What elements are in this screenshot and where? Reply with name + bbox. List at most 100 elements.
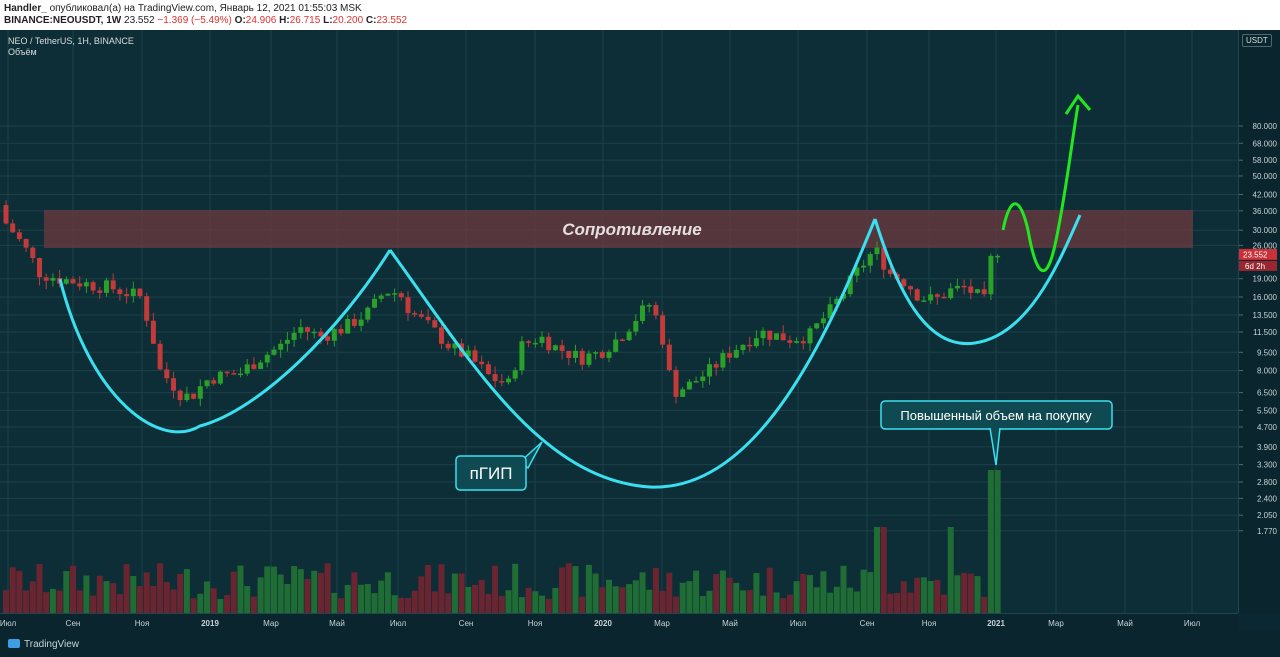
price-tick-label: 4.700	[1257, 423, 1278, 432]
candle-body	[365, 307, 371, 320]
candle-body	[284, 339, 290, 344]
volume-bar	[840, 565, 847, 613]
candle-body	[70, 279, 76, 284]
volume-bar	[699, 595, 706, 613]
volume-bar	[961, 573, 968, 613]
candle-body	[619, 339, 625, 341]
chart-area[interactable]: Сопротивление пГИП Повышенный объем на п…	[0, 30, 1238, 613]
candle-body	[392, 293, 398, 295]
volume-bar	[746, 590, 753, 613]
volume-bar	[545, 598, 552, 613]
candle-body	[653, 305, 659, 316]
volume-bar	[398, 597, 405, 613]
time-tick-label: Май	[1117, 619, 1133, 628]
candle-body	[244, 364, 250, 374]
tradingview-brand[interactable]: TradingView	[8, 639, 79, 650]
candle-body	[305, 327, 310, 332]
volume-bar	[384, 572, 391, 613]
candle-body	[680, 389, 686, 397]
candle-body	[164, 369, 170, 379]
time-tick-label: Май	[329, 619, 345, 628]
time-tick-label: Июл	[390, 619, 407, 628]
candle-body	[686, 381, 692, 390]
volume-callout-text: Повышенный объем на покупку	[900, 408, 1092, 423]
time-tick-label: Мар	[263, 619, 279, 628]
volume-bar	[552, 588, 559, 613]
price-tick-label: 5.500	[1257, 406, 1278, 415]
candle-body	[660, 315, 666, 345]
candle-body	[3, 205, 9, 224]
volume-bar	[210, 588, 217, 613]
volume-bar	[425, 564, 432, 613]
volume-legend[interactable]: Объём	[8, 47, 37, 57]
currency-badge[interactable]: USDT	[1242, 34, 1272, 47]
candle-body	[988, 255, 994, 295]
price-tick-label: 13.500	[1253, 311, 1278, 320]
volume-bar	[907, 592, 914, 613]
symbol-legend[interactable]: NEO / TetherUS, 1H, BINANCE	[8, 36, 134, 46]
candle-body	[673, 370, 679, 397]
volume-bar	[760, 595, 767, 613]
price-tick-label: 26.000	[1253, 241, 1278, 250]
candle-body	[586, 353, 592, 365]
volume-bar	[371, 593, 378, 613]
time-axis-labels: Июл Сен Ноя 2019 Мар Май Июл Сен Ноя 2020 Мар Май Ию…	[0, 619, 1200, 628]
candle-body	[238, 373, 243, 376]
candle-body	[814, 323, 820, 329]
volume-bar	[190, 598, 197, 613]
time-axis[interactable]: Июл Сен Ноя 2019 Мар Май Июл Сен Ноя 2020 Мар Май Ию…	[0, 613, 1238, 632]
candle-body	[901, 279, 907, 287]
volume-bar	[83, 575, 90, 613]
volume-bar	[331, 592, 338, 613]
candle-body	[646, 305, 652, 307]
volume-bar	[244, 586, 251, 613]
volume-bar	[793, 581, 800, 613]
author-name[interactable]: Handler_	[4, 3, 47, 14]
time-tick-label: 2019	[201, 619, 219, 628]
price-chart[interactable]: Сопротивление пГИП Повышенный объем на п…	[0, 30, 1238, 613]
time-tick-label: Сен	[66, 619, 81, 628]
candle-body	[177, 390, 183, 401]
candle-body	[532, 342, 538, 345]
footer: TradingView	[0, 631, 1280, 657]
candle-body	[546, 336, 552, 351]
candle-body	[465, 350, 471, 357]
volume-bar	[49, 588, 56, 613]
volume-bar	[920, 577, 927, 613]
volume-bar	[183, 569, 190, 613]
price-tick-label: 3.900	[1257, 443, 1278, 452]
volume-callout-pointer	[989, 427, 1001, 466]
candle-body	[854, 267, 860, 276]
candle-body	[439, 327, 444, 344]
candle-body	[948, 288, 954, 299]
volume-bar	[110, 583, 117, 613]
time-tick-label: 2020	[594, 619, 612, 628]
volume-bar	[197, 593, 204, 613]
volume-bar	[833, 586, 840, 613]
candle-body	[325, 336, 331, 341]
price-tick-label: 16.000	[1253, 293, 1278, 302]
candle-body	[345, 318, 351, 334]
candle-body	[633, 320, 639, 332]
price-tick-label: 80.000	[1253, 122, 1278, 131]
volume-bar	[733, 582, 740, 613]
price-axis[interactable]: 80.000 68.000 58.000 50.000 42.000 36.000 30.0…	[1238, 30, 1280, 613]
candle-body	[418, 314, 424, 317]
volume-bar	[317, 573, 324, 613]
candle-body	[593, 352, 599, 354]
candle-body	[150, 320, 156, 344]
low-value: 20.200	[332, 15, 364, 26]
candle-body	[827, 304, 833, 319]
candle-body	[452, 343, 458, 349]
volume-bar	[130, 575, 137, 613]
candle-body	[573, 350, 578, 358]
volume-bar	[411, 590, 418, 613]
candle-body	[318, 331, 324, 337]
volume-bar	[639, 572, 646, 613]
candle-body	[526, 341, 532, 343]
candle-body	[331, 329, 337, 341]
volume-bar	[324, 563, 331, 613]
volume-bar	[485, 593, 492, 613]
candle-body	[231, 373, 237, 375]
volume-bar	[291, 566, 298, 613]
